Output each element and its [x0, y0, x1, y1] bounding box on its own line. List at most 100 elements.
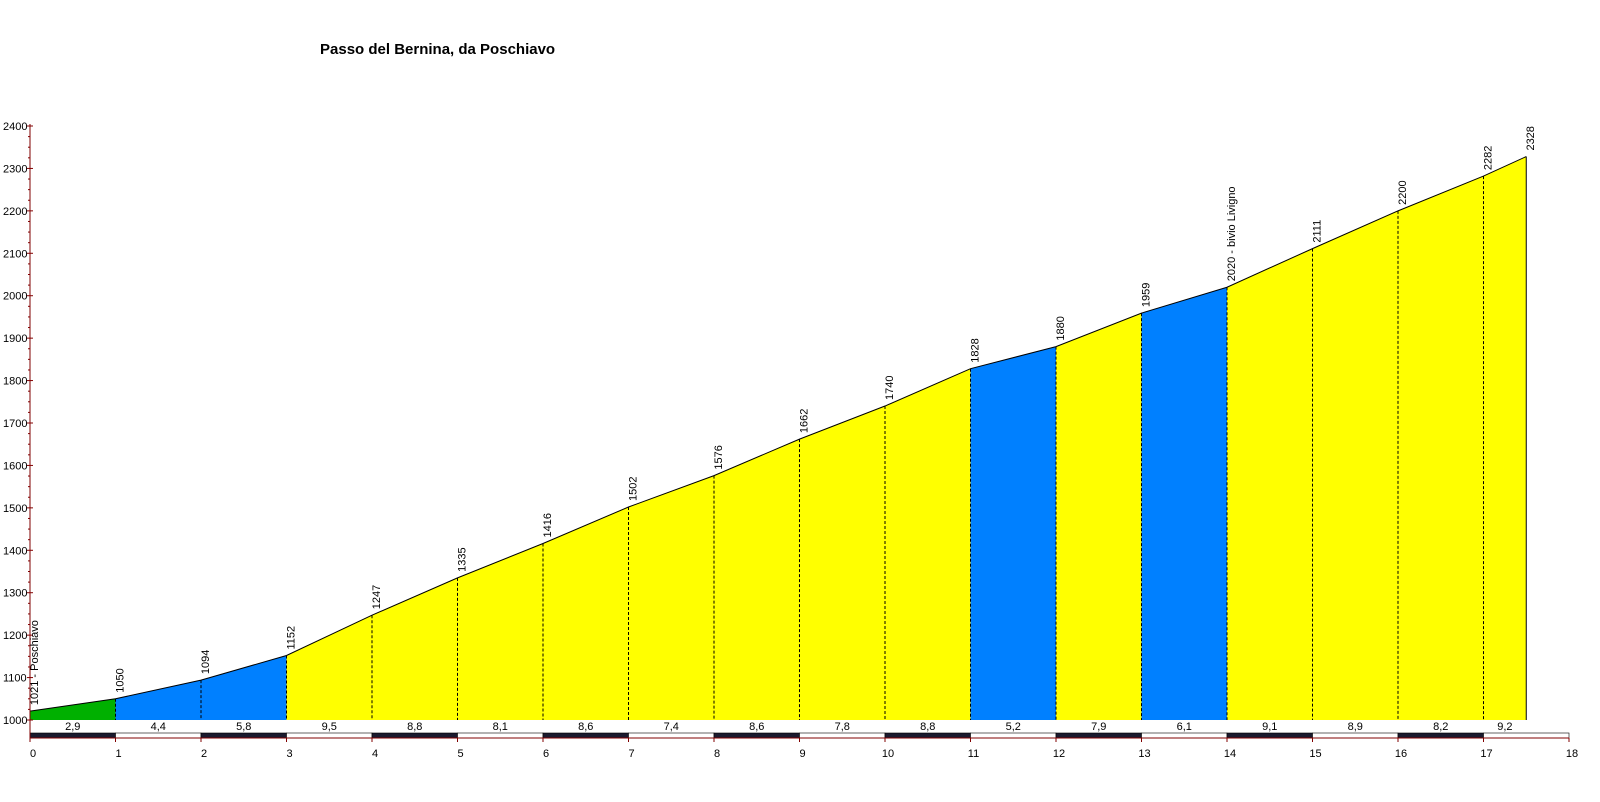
- elevation-label: 1880: [1055, 316, 1067, 340]
- x-tick-label: 4: [372, 748, 378, 760]
- gradient-label: 9,2: [1497, 721, 1512, 733]
- y-tick-label: 1700: [3, 418, 27, 430]
- y-tick-label: 1300: [3, 588, 27, 600]
- x-tick-label: 12: [1053, 748, 1065, 760]
- elevation-label: 1576: [713, 445, 725, 469]
- elevation-label: 1828: [970, 338, 982, 362]
- profile-line: [29, 156, 1527, 712]
- scale-bar-segment: [1226, 732, 1313, 739]
- gradient-label: 8,6: [578, 721, 593, 733]
- gradient-label: 8,1: [493, 721, 508, 733]
- gradient-label: 6,1: [1177, 721, 1192, 733]
- profile-segment: [286, 615, 372, 720]
- scale-bar-segment: [1312, 732, 1399, 739]
- x-tick-label: 2: [201, 748, 207, 760]
- x-tick-label: 6: [543, 748, 549, 760]
- x-tick-label: 7: [628, 748, 634, 760]
- y-tick-label: 1900: [3, 333, 27, 345]
- elevation-label: 2282: [1483, 146, 1495, 170]
- scale-bar-segment: [1397, 732, 1484, 739]
- gradient-label: 2,9: [65, 721, 80, 733]
- profile-segment: [1056, 313, 1142, 720]
- x-tick-label: 14: [1224, 748, 1236, 760]
- profile-segment: [543, 507, 629, 720]
- profile-segment: [1141, 287, 1227, 720]
- x-tick-label: 10: [882, 748, 894, 760]
- scale-bar-segment: [286, 732, 373, 739]
- profile-segment: [115, 680, 201, 720]
- y-tick-label: 1500: [3, 503, 27, 515]
- elevation-label: 1021 - Poschiavo: [29, 620, 41, 705]
- gradient-label: 8,9: [1348, 721, 1363, 733]
- profile-segment: [1227, 248, 1313, 720]
- elevation-label: 1335: [457, 547, 469, 571]
- profile-segment: [1312, 210, 1398, 720]
- profile-segment: [714, 439, 800, 720]
- profile-segment: [30, 698, 116, 720]
- gradient-label: 8,2: [1433, 721, 1448, 733]
- elevation-label: 2111: [1312, 220, 1324, 243]
- y-tick-label: 1200: [3, 630, 27, 642]
- elevation-label: 1094: [200, 650, 212, 674]
- elevation-label: 1247: [371, 585, 383, 609]
- scale-bar-segment: [457, 732, 544, 739]
- distance-scale-bar: [29, 732, 1570, 739]
- x-tick-label: 9: [799, 748, 805, 760]
- gradient-label: 4,4: [151, 721, 166, 733]
- y-tick-label: 2300: [3, 163, 27, 175]
- gradient-label: 8,6: [749, 721, 764, 733]
- x-tick-label: 17: [1480, 748, 1492, 760]
- km-dividers: [115, 176, 1484, 720]
- profile-segment: [885, 368, 971, 720]
- y-tick-label: 2400: [3, 121, 27, 133]
- elevation-label: 1740: [884, 376, 896, 400]
- gradient-label: 5,2: [1006, 721, 1021, 733]
- scale-bar-segment: [1141, 732, 1228, 739]
- y-tick-label: 1400: [3, 545, 27, 557]
- x-tick-label: 0: [30, 748, 36, 760]
- x-tick-label: 13: [1138, 748, 1150, 760]
- elevation-label: 1416: [542, 513, 554, 537]
- scale-bar-segment: [542, 732, 629, 739]
- scale-bar-segment: [713, 732, 800, 739]
- x-axis-ticks: 0 1 2 3 4 5 6 7 8 9 10 11 12 13 14 15 16 17 18: [29, 738, 1578, 760]
- gradient-label: 5,8: [236, 721, 251, 733]
- profile-segment: [201, 655, 287, 720]
- gradient-label: 8,8: [407, 721, 422, 733]
- scale-bar-segment: [799, 732, 886, 739]
- y-tick-label: 1000: [3, 715, 27, 727]
- profile-segment: [1483, 156, 1527, 720]
- x-tick-label: 18: [1566, 748, 1578, 760]
- scale-bar-segment: [970, 732, 1057, 739]
- elevation-label: 1152: [286, 626, 298, 650]
- profile-segment: [799, 406, 885, 720]
- scale-bar-segment: [29, 732, 116, 739]
- scale-bar-segment: [371, 732, 458, 739]
- gradient-label: 7,4: [664, 721, 679, 733]
- profile-segment: [457, 543, 543, 720]
- scale-bar-segment: [1483, 732, 1570, 739]
- y-tick-label: 2000: [3, 291, 27, 303]
- profile-line-group: [29, 156, 1527, 720]
- scale-bar-segment: [115, 732, 202, 739]
- y-tick-label: 2100: [3, 248, 27, 260]
- y-axis-ticks: 1000 1100 1200 1300 1400 1500 1600 1700 1800 1900…: [3, 121, 33, 727]
- profile-segment: [372, 577, 458, 720]
- y-tick-label: 2200: [3, 206, 27, 218]
- x-tick-label: 15: [1309, 748, 1321, 760]
- elevation-label: 1502: [628, 477, 640, 501]
- scale-bar-segment: [628, 732, 715, 739]
- elevation-label: 2328: [1525, 126, 1537, 150]
- gradient-labels: 2,9 4,4 5,8 9,5 8,8 8,1 8,6 7,4 8,6 7,8 8,8 5,2 7,9 6…: [65, 721, 1512, 733]
- x-tick-label: 3: [286, 748, 292, 760]
- gradient-label: 9,1: [1262, 721, 1277, 733]
- x-tick-label: 8: [714, 748, 720, 760]
- elevation-label: 1959: [1141, 283, 1153, 307]
- gradient-label: 9,5: [322, 721, 337, 733]
- x-tick-label: 1: [115, 748, 121, 760]
- scale-bar-segment: [884, 732, 971, 739]
- profile-segment: [970, 346, 1056, 720]
- gradient-label: 7,8: [835, 721, 850, 733]
- gradient-label: 7,9: [1091, 721, 1106, 733]
